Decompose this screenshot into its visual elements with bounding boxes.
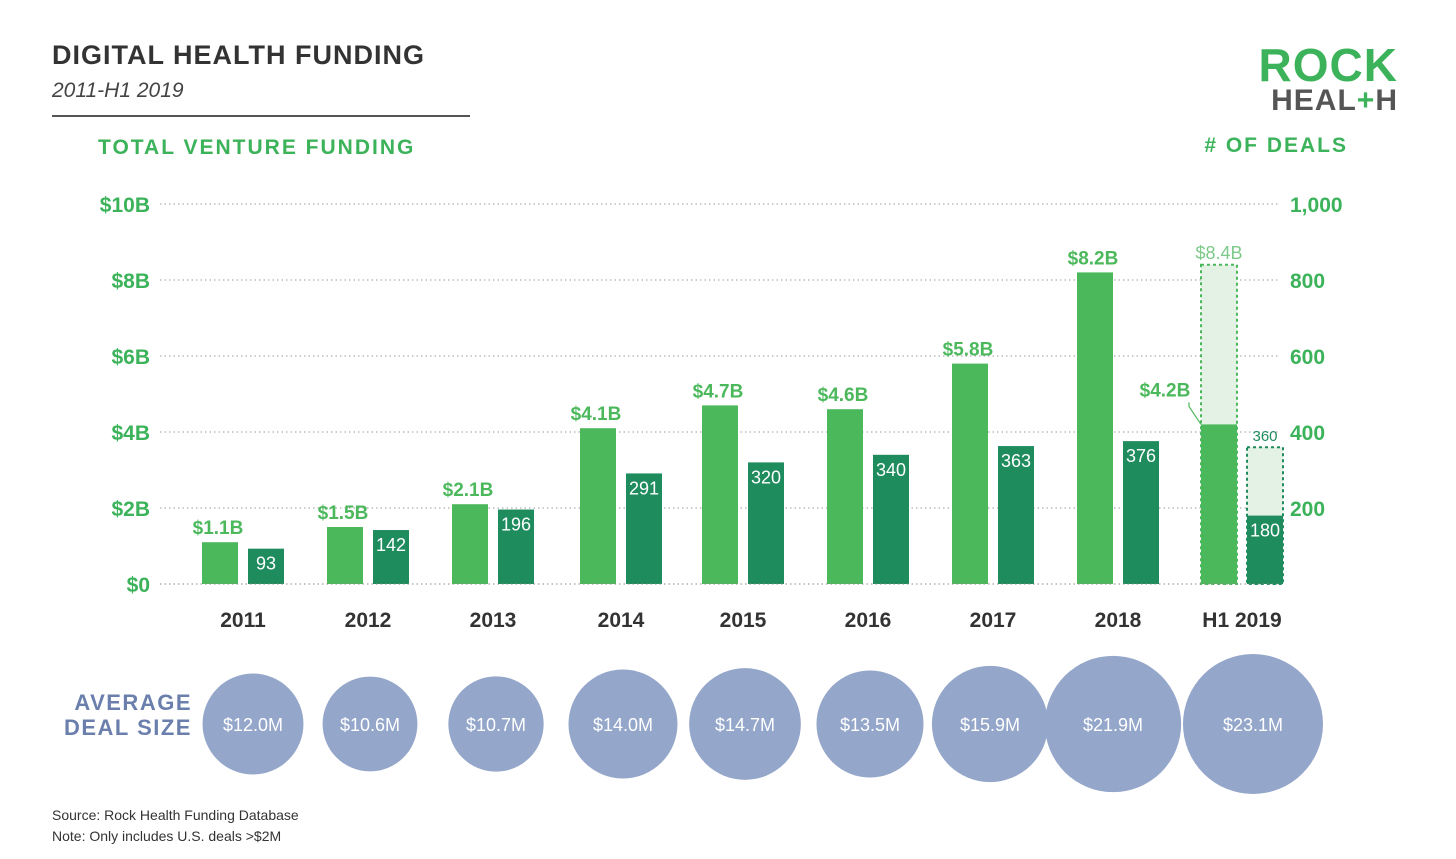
right-tick-label: 1,000 [1290,194,1343,217]
average-deal-size-label: $15.9M [960,715,1020,735]
right-tick-label: 800 [1290,270,1325,293]
funding-bar [827,409,863,584]
average-deal-size-bubble [322,676,418,772]
footnote: Note: Only includes U.S. deals >$2M [52,828,282,844]
deals-bar [373,530,409,584]
chart-title: DIGITAL HEALTH FUNDING [52,40,425,70]
average-deal-size-bubble [1044,655,1182,793]
average-deal-size-label: $10.6M [340,715,400,735]
funding-value-label: $4.2B [1140,380,1191,401]
deals-value-label: 363 [1001,451,1031,471]
deals-value-label: 142 [376,535,406,555]
average-deal-size-label: $14.0M [593,715,653,735]
left-tick-label: $8B [111,270,150,293]
funding-value-label: $4.7B [693,381,744,402]
average-deal-size-label: $12.0M [223,715,283,735]
funding-value-label: $1.5B [318,503,369,524]
deals-value-label: 376 [1126,446,1156,466]
logo-line-2: HEAL+H [1259,86,1398,116]
deals-bar [1247,515,1283,584]
title-divider [52,115,470,117]
category-label: 2014 [598,609,645,632]
funding-value-label: $2.1B [443,480,494,501]
left-axis-title: TOTAL VENTURE FUNDING [98,136,416,159]
funding-value-label: $5.8B [943,340,994,361]
title-block: DIGITAL HEALTH FUNDING 2011-H1 2019 [52,40,470,117]
deals-value-label: 340 [876,460,906,480]
projected-funding-label: $8.4B [1195,243,1242,263]
deals-bar [748,462,784,584]
right-tick-label: 600 [1290,346,1325,369]
category-label: 2013 [470,609,517,632]
average-deal-size-bubble [689,668,801,780]
funding-bar [580,428,616,584]
deals-value-label: 320 [751,467,781,487]
funding-label-leader [1188,402,1202,425]
average-deal-size-label: $14.7M [715,715,775,735]
funding-value-label: $4.1B [571,404,622,425]
left-tick-label: $4B [111,422,150,445]
deals-value-label: 196 [501,515,531,535]
category-label: 2012 [345,609,392,632]
funding-bar [952,363,988,584]
average-deal-size-bubble [816,670,924,778]
average-deal-size-bubble [931,665,1049,783]
funding-bar [327,527,363,584]
deals-bar [1123,441,1159,584]
category-label: 2011 [220,609,266,632]
deals-bar [626,473,662,584]
category-label: 2017 [970,609,1017,632]
funding-bar [452,504,488,584]
projected-deals-label: 360 [1252,428,1277,445]
logo-text-a: HEAL [1271,84,1357,117]
logo-line-1: ROCK [1258,39,1398,91]
funding-bar [1201,424,1237,584]
deals-bar [248,548,284,584]
logo-plus-icon: + [1356,84,1376,117]
average-deal-size-bubble [568,669,678,779]
funding-bar [702,405,738,584]
funding-value-label: $1.1B [193,518,244,539]
average-deal-size-label: AVERAGE DEAL SIZE [63,690,192,740]
deals-bar [498,509,534,584]
source-note: Source: Rock Health Funding Database [52,807,299,823]
funding-bar [1077,272,1113,584]
average-deal-size-bubble [202,673,304,775]
average-deal-size-label: $10.7M [466,715,526,735]
category-label: H1 2019 [1202,609,1281,632]
category-label: 2018 [1095,609,1142,632]
right-axis-title: # OF DEALS [1204,134,1348,157]
footer: Source: Rock Health Funding Database Not… [52,805,299,847]
average-deal-size-label: $23.1M [1223,715,1283,735]
average-deal-size-label: $13.5M [840,715,900,735]
logo-text-b: H [1375,84,1398,117]
funding-value-label: $8.2B [1068,248,1119,269]
category-label: 2015 [720,609,767,632]
deals-value-label: 93 [256,554,276,574]
average-deal-size-bubble [1183,654,1323,794]
funding-bar [202,542,238,584]
deals-value-label: 291 [629,478,659,498]
right-tick-label: 400 [1290,422,1325,445]
deals-bar [873,454,909,584]
average-deal-size-bubble [448,676,544,772]
chart-subtitle: 2011-H1 2019 [52,79,184,102]
funding-value-label: $4.6B [818,385,869,406]
rock-health-logo: ROCK HEAL+H [1259,42,1398,116]
category-label: 2016 [845,609,892,632]
right-tick-label: 200 [1290,498,1325,521]
left-tick-label: $2B [111,498,150,521]
left-tick-label: $6B [111,346,150,369]
left-tick-label: $0 [127,574,150,597]
left-tick-label: $10B [100,194,150,217]
deals-value-label: 180 [1250,521,1280,541]
deals-bar [998,446,1034,584]
average-deal-size-label: $21.9M [1083,715,1143,735]
